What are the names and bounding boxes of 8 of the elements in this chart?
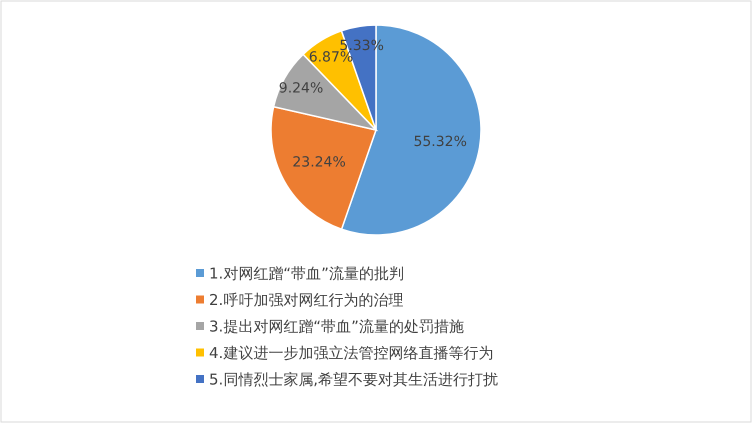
legend-label: 5.同情烈士家属,希望不要对其生活进行打扰 xyxy=(209,370,498,388)
data-label: 23.24% xyxy=(292,154,346,171)
data-label: 9.24% xyxy=(278,80,324,97)
legend-label: 4.建议进一步加强立法管控网络直播等行为 xyxy=(209,344,494,362)
legend-label: 1.对网红蹭“带血”流量的批判 xyxy=(209,264,404,282)
data-label: 55.32% xyxy=(414,134,467,150)
legend-label: 3.提出对网红蹭“带血”流量的处罚措施 xyxy=(209,318,464,336)
legend-label: 2.呼吁加强对网红行为的治理 xyxy=(209,291,404,309)
